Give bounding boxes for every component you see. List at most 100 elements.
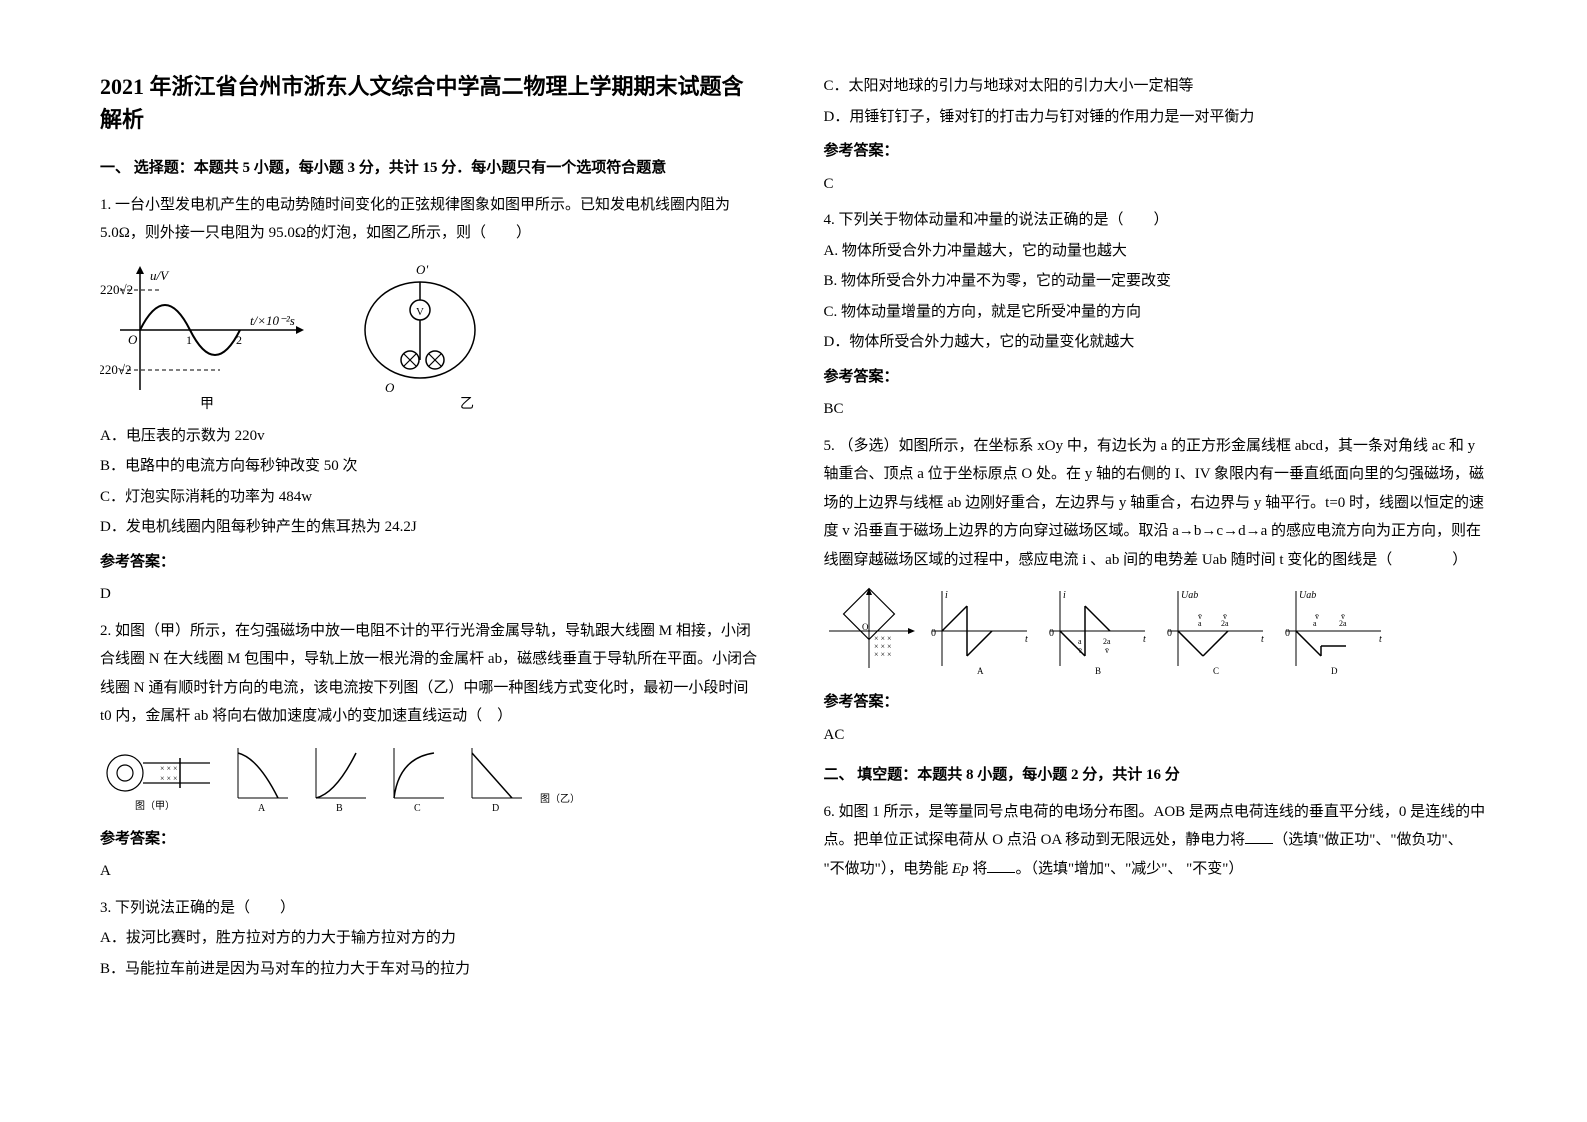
q6-stem-d: 。（选填"增加"、"减少"、 "不变"） <box>1015 861 1243 877</box>
q3-stem: 3. 下列说法正确的是（ ） <box>100 894 764 923</box>
svg-text:v̄: v̄ <box>1078 646 1082 655</box>
q4-option-c: C. 物体动量增量的方向，就是它所受冲量的方向 <box>824 298 1488 327</box>
blank-2 <box>987 857 1015 873</box>
q3-answer-label: 参考答案： <box>824 137 1488 166</box>
q3-option-a: A．拔河比赛时，胜方拉对方的力大于输方拉对方的力 <box>100 924 764 953</box>
q3-option-b: B．马能拉车前进是因为马对车的拉力大于车对马的拉力 <box>100 955 764 984</box>
q1-answer-label: 参考答案： <box>100 548 764 577</box>
svg-text:v̄: v̄ <box>1341 612 1345 621</box>
q2-answer-label: 参考答案： <box>100 825 764 854</box>
svg-text:× × ×: × × × <box>160 774 178 783</box>
q1-yaxis-label: u/V <box>150 268 170 283</box>
left-column: 2021 年浙江省台州市浙东人文综合中学高二物理上学期期末试题含解析 一、 选择… <box>100 70 764 991</box>
q3-option-c: C．太阳对地球的引力与地球对太阳的引力大小一定相等 <box>824 72 1488 101</box>
q4-answer-label: 参考答案： <box>824 363 1488 392</box>
q5-graph-b: i t a v̄ 2a v̄ 0 B <box>1045 586 1155 676</box>
q2-graph-b: B <box>306 743 376 813</box>
q3-option-d: D．用锤钉钉子，锤对钉的打击力与钉对锤的作用力是一对平衡力 <box>824 103 1488 132</box>
q1-origin: O <box>128 332 138 347</box>
question-1: 1. 一台小型发电机产生的电动势随时间变化的正弦规律图象如图甲所示。已知发电机线… <box>100 191 764 609</box>
section-2-header: 二、 填空题：本题共 8 小题，每小题 2 分，共计 16 分 <box>824 761 1488 790</box>
svg-text:i: i <box>1063 590 1066 601</box>
question-2: 2. 如图（甲）所示，在匀强磁场中放一电阻不计的平行光滑金属导轨，导轨跟大线圈 … <box>100 617 764 886</box>
q1-o2top: O' <box>416 262 428 277</box>
q2-answer: A <box>100 857 764 886</box>
section-1-header: 一、 选择题：本题共 5 小题，每小题 3 分，共计 15 分．每小题只有一个选… <box>100 154 764 183</box>
q2-graph-a: A <box>228 743 298 813</box>
svg-text:× × ×: × × × <box>160 764 178 773</box>
q4-option-b: B. 物体所受合外力冲量不为零，它的动量一定要改变 <box>824 267 1488 296</box>
svg-text:Uab: Uab <box>1181 590 1198 601</box>
svg-text:a: a <box>1078 637 1082 646</box>
blank-1 <box>1245 828 1273 844</box>
q1-option-a: A．电压表的示数为 220v <box>100 422 764 451</box>
svg-text:t: t <box>1143 634 1146 645</box>
q4-option-a: A. 物体所受合外力冲量越大，它的动量也越大 <box>824 237 1488 266</box>
q1-o2bot: O <box>385 380 395 395</box>
q1-option-b: B．电路中的电流方向每秒钟改变 50 次 <box>100 452 764 481</box>
q5-figure-setup: × × × × × × × × × O <box>824 586 919 676</box>
q1-xaxis-label: t/×10⁻²s <box>250 313 295 328</box>
question-5: 5. （多选）如图所示，在坐标系 xOy 中，有边长为 a 的正方形金属线框 a… <box>824 432 1488 750</box>
q1-option-c: C．灯泡实际消耗的功率为 484w <box>100 483 764 512</box>
q2-label-d: D <box>492 803 499 813</box>
q2-label-c: C <box>414 803 421 813</box>
q3-answer: C <box>824 170 1488 199</box>
svg-text:t: t <box>1261 634 1264 645</box>
q1-figures: 220√2 -220√2 u/V t/×10⁻²s 1 2 O 甲 O' V <box>100 260 764 410</box>
q1-stem: 1. 一台小型发电机产生的电动势随时间变化的正弦规律图象如图甲所示。已知发电机线… <box>100 191 764 248</box>
svg-text:0: 0 <box>931 628 936 639</box>
svg-text:D: D <box>1331 666 1338 676</box>
q2-cap2: 图（乙） <box>540 790 580 809</box>
svg-text:t: t <box>1025 634 1028 645</box>
exam-title: 2021 年浙江省台州市浙东人文综合中学高二物理上学期期末试题含解析 <box>100 70 764 136</box>
svg-text:i: i <box>945 590 948 601</box>
q2-stem: 2. 如图（甲）所示，在匀强磁场中放一电阻不计的平行光滑金属导轨，导轨跟大线圈 … <box>100 617 764 731</box>
svg-text:v̄: v̄ <box>1198 612 1202 621</box>
q1-tick-1: 1 <box>186 333 192 347</box>
svg-text:v̄: v̄ <box>1315 612 1319 621</box>
q2-label-b: B <box>336 803 343 813</box>
q2-figures: × × × × × × 图（甲） A B <box>100 743 764 813</box>
q1-option-d: D．发电机线圈内阻每秒钟产生的焦耳热为 24.2J <box>100 513 764 542</box>
svg-text:B: B <box>1095 666 1101 676</box>
svg-text:0: 0 <box>1167 628 1172 639</box>
q4-option-d: D．物体所受合外力越大，它的动量变化就越大 <box>824 328 1488 357</box>
question-3: 3. 下列说法正确的是（ ） A．拔河比赛时，胜方拉对方的力大于输方拉对方的力 … <box>100 894 764 984</box>
q2-figure-rail: × × × × × × 图（甲） <box>100 743 220 813</box>
svg-text:0: 0 <box>1049 628 1054 639</box>
svg-text:v̄: v̄ <box>1105 646 1109 655</box>
question-4: 4. 下列关于物体动量和冲量的说法正确的是（ ） A. 物体所受合外力冲量越大，… <box>824 206 1488 424</box>
q4-answer: BC <box>824 395 1488 424</box>
q2-cap1: 图（甲） <box>135 800 175 812</box>
svg-text:C: C <box>1213 666 1219 676</box>
svg-text:O: O <box>862 622 869 632</box>
q1-ytop-label: 220√2 <box>100 282 133 297</box>
svg-text:0: 0 <box>1285 628 1290 639</box>
q2-graph-c: C <box>384 743 454 813</box>
q1-figure-circuit: O' V O 乙 <box>340 260 510 410</box>
svg-text:2a: 2a <box>1103 637 1111 646</box>
svg-text:t: t <box>1379 634 1382 645</box>
q2-label-a: A <box>258 803 266 813</box>
q1-cap2: 乙 <box>460 396 474 410</box>
page-container: 2021 年浙江省台州市浙东人文综合中学高二物理上学期期末试题含解析 一、 选择… <box>0 0 1587 1031</box>
q4-stem: 4. 下列关于物体动量和冲量的说法正确的是（ ） <box>824 206 1488 235</box>
q5-figures: × × × × × × × × × O i t 0 A <box>824 586 1488 676</box>
q5-stem: 5. （多选）如图所示，在坐标系 xOy 中，有边长为 a 的正方形金属线框 a… <box>824 432 1488 575</box>
q1-ybot-label: -220√2 <box>100 362 131 377</box>
q5-graph-a: i t 0 A <box>927 586 1037 676</box>
q1-cap1: 甲 <box>200 397 214 410</box>
question-6: 6. 如图 1 所示，是等量同号点电荷的电场分布图。AOB 是两点电荷连线的垂直… <box>824 798 1488 884</box>
svg-text:A: A <box>977 666 984 676</box>
q1-tick-2: 2 <box>236 333 242 347</box>
right-column: C．太阳对地球的引力与地球对太阳的引力大小一定相等 D．用锤钉钉子，锤对钉的打击… <box>824 70 1488 991</box>
q5-answer: AC <box>824 721 1488 750</box>
q5-graph-c: Uab t a v̄ 2a v̄ 0 C <box>1163 586 1273 676</box>
svg-text:Uab: Uab <box>1299 590 1316 601</box>
q6-stem-c: 将 <box>972 861 987 877</box>
q2-graph-d: D <box>462 743 532 813</box>
svg-text:× × ×: × × × <box>874 650 892 659</box>
q5-answer-label: 参考答案： <box>824 688 1488 717</box>
q1-answer: D <box>100 580 764 609</box>
